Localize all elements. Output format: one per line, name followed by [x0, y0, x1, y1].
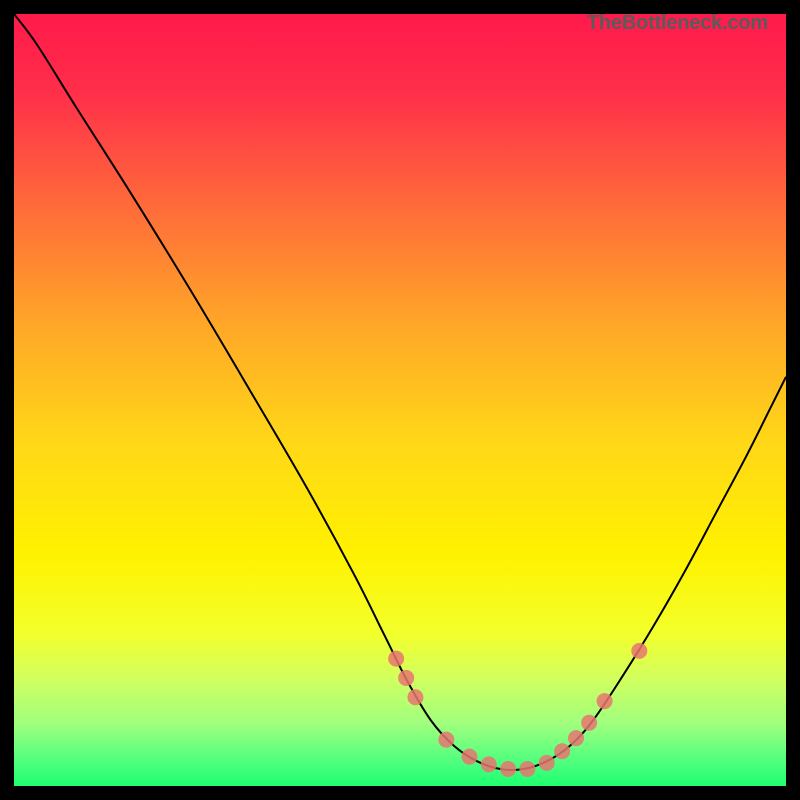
- curve-marker: [539, 755, 555, 771]
- curve-marker: [554, 743, 570, 759]
- plot-area: TheBottleneck.com: [14, 14, 786, 786]
- curve-marker: [568, 730, 584, 746]
- curve-marker: [438, 732, 454, 748]
- curve-marker: [519, 761, 535, 777]
- curve-marker: [461, 749, 477, 765]
- curve-marker: [597, 693, 613, 709]
- figure-frame: TheBottleneck.com: [0, 0, 800, 800]
- curve-marker: [481, 756, 497, 772]
- curve-marker: [581, 715, 597, 731]
- curve-marker: [500, 761, 516, 777]
- watermark-text: TheBottleneck.com: [587, 12, 768, 35]
- curve-marker: [407, 689, 423, 705]
- curve-marker: [398, 670, 414, 686]
- curve-marker: [631, 643, 647, 659]
- bottleneck-curve-svg: [14, 14, 786, 786]
- curve-marker: [388, 651, 404, 667]
- curve-markers: [388, 643, 647, 777]
